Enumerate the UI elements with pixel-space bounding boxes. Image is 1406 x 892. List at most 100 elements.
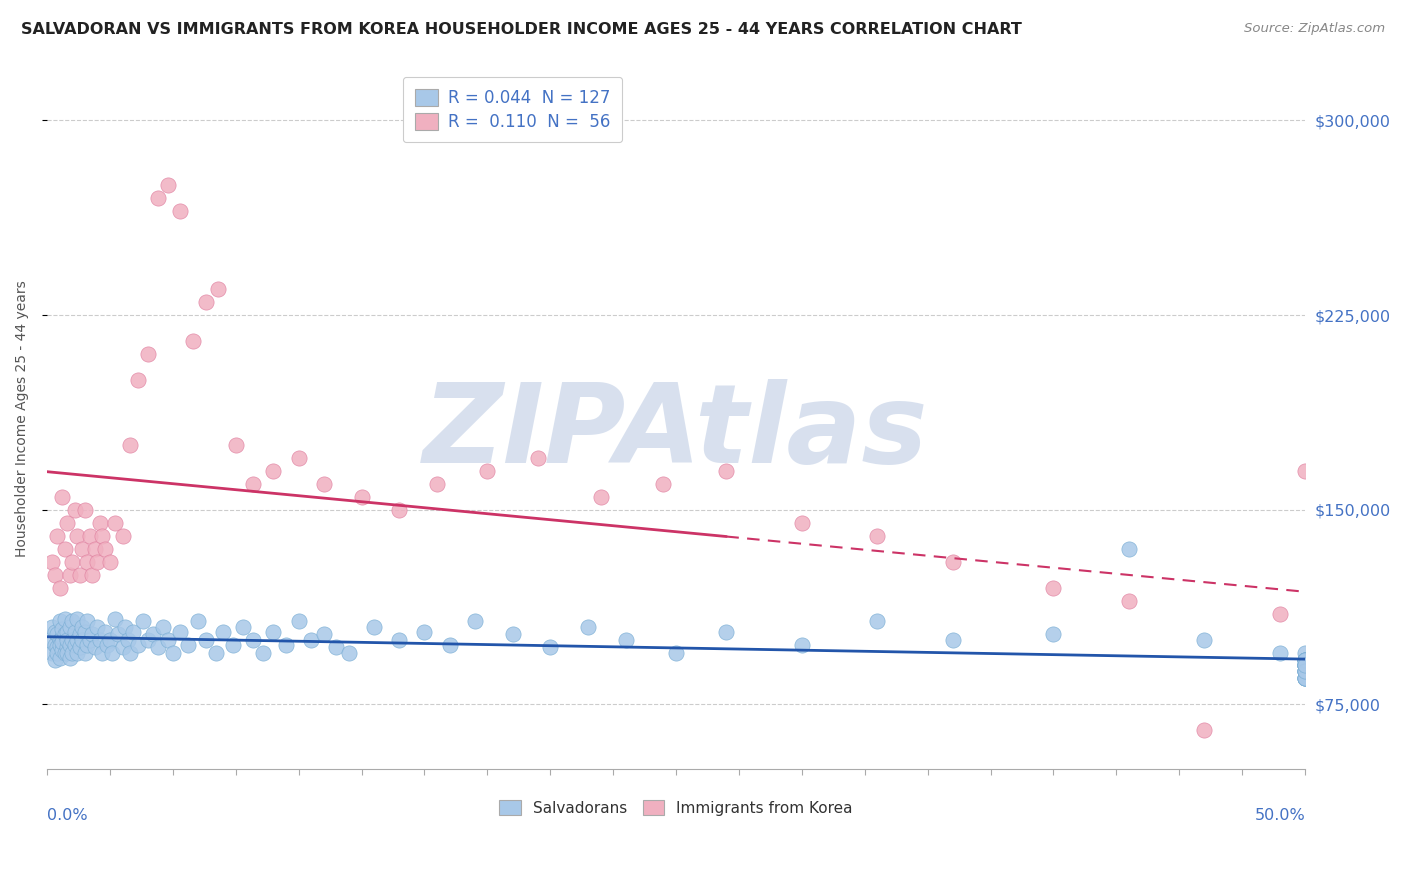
Point: [162, 646, 184, 660]
Point: [48, 615, 70, 629]
Point: [63, 502, 86, 516]
Point: [1194, 632, 1216, 647]
Point: [79, 632, 101, 647]
Point: [104, 516, 127, 530]
Point: [60, 615, 83, 629]
Point: [242, 476, 264, 491]
Point: [73, 646, 96, 660]
Point: [1268, 607, 1291, 621]
Point: [41, 555, 63, 569]
Point: [866, 615, 889, 629]
Point: [76, 555, 98, 569]
Point: [152, 619, 174, 633]
Point: [98, 632, 121, 647]
Point: [1294, 653, 1316, 667]
Point: [232, 619, 254, 633]
Point: [86, 619, 108, 633]
Point: [716, 464, 738, 478]
Point: [96, 638, 118, 652]
Point: [337, 646, 360, 660]
Point: [1294, 653, 1316, 667]
Point: [187, 615, 209, 629]
Point: [83, 640, 105, 655]
Point: [1294, 653, 1316, 667]
Point: [502, 627, 524, 641]
Point: [136, 347, 159, 361]
Point: [1294, 672, 1316, 686]
Point: [44, 567, 66, 582]
Text: 0.0%: 0.0%: [46, 808, 87, 822]
Point: [69, 567, 91, 582]
Point: [59, 567, 82, 582]
Point: [72, 541, 94, 556]
Point: [60, 632, 83, 647]
Point: [111, 640, 134, 655]
Point: [120, 438, 142, 452]
Point: [51, 643, 73, 657]
Point: [1294, 672, 1316, 686]
Point: [426, 476, 449, 491]
Point: [1294, 789, 1316, 803]
Point: [363, 619, 385, 633]
Point: [1294, 658, 1316, 673]
Point: [136, 632, 159, 647]
Point: [242, 632, 264, 647]
Point: [48, 638, 70, 652]
Point: [44, 653, 66, 667]
Point: [1294, 653, 1316, 667]
Point: [46, 646, 69, 660]
Point: [94, 624, 117, 639]
Point: [56, 640, 79, 655]
Point: [146, 640, 169, 655]
Point: [1294, 658, 1316, 673]
Point: [181, 334, 204, 348]
Point: [325, 640, 347, 655]
Point: [225, 438, 247, 452]
Point: [1294, 664, 1316, 678]
Point: [79, 529, 101, 543]
Point: [1118, 541, 1140, 556]
Point: [156, 632, 179, 647]
Point: [73, 624, 96, 639]
Point: [263, 464, 285, 478]
Point: [1118, 593, 1140, 607]
Point: [86, 555, 108, 569]
Text: Source: ZipAtlas.com: Source: ZipAtlas.com: [1244, 22, 1385, 36]
Point: [614, 632, 637, 647]
Point: [72, 619, 94, 633]
Point: [665, 646, 688, 660]
Point: [38, 632, 60, 647]
Point: [222, 638, 245, 652]
Point: [1294, 646, 1316, 660]
Point: [146, 191, 169, 205]
Point: [63, 638, 86, 652]
Point: [576, 619, 599, 633]
Point: [66, 612, 89, 626]
Point: [56, 624, 79, 639]
Point: [439, 638, 461, 652]
Point: [76, 615, 98, 629]
Point: [177, 638, 200, 652]
Point: [1294, 658, 1316, 673]
Point: [790, 516, 813, 530]
Point: [53, 612, 76, 626]
Point: [1294, 672, 1316, 686]
Point: [942, 555, 965, 569]
Point: [101, 646, 124, 660]
Point: [89, 516, 111, 530]
Point: [48, 581, 70, 595]
Point: [51, 635, 73, 649]
Point: [69, 627, 91, 641]
Point: [274, 638, 297, 652]
Point: [56, 646, 79, 660]
Point: [388, 632, 411, 647]
Point: [114, 619, 136, 633]
Point: [464, 615, 486, 629]
Point: [207, 282, 229, 296]
Point: [866, 529, 889, 543]
Point: [263, 624, 285, 639]
Point: [1294, 658, 1316, 673]
Point: [104, 612, 127, 626]
Point: [82, 567, 104, 582]
Point: [350, 490, 373, 504]
